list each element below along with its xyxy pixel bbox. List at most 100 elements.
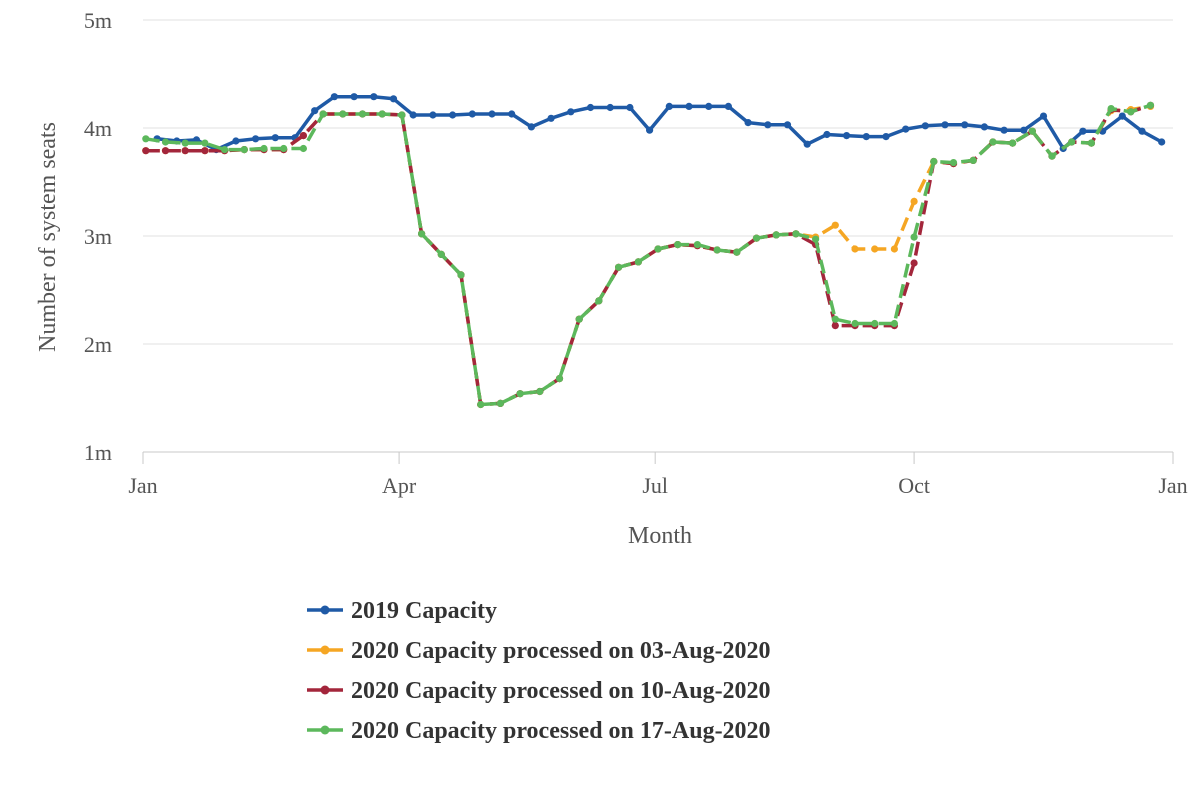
data-point: [350, 93, 358, 101]
data-point: [586, 103, 595, 112]
legend-swatch-marker: [320, 605, 330, 615]
legend-item[interactable]: 2020 Capacity processed on 03-Aug-2020: [307, 638, 771, 664]
data-point: [330, 93, 338, 101]
data-point: [567, 108, 575, 116]
data-point: [555, 375, 564, 383]
data-point: [409, 111, 417, 119]
data-point: [1048, 152, 1056, 160]
data-point: [1146, 101, 1155, 109]
data-point: [1039, 112, 1048, 120]
data-point: [665, 102, 673, 110]
data-point: [823, 130, 831, 139]
data-point: [1009, 139, 1017, 147]
y-tick-label: 4m: [84, 116, 112, 141]
data-point: [468, 110, 476, 118]
data-point: [370, 93, 378, 101]
data-point: [319, 110, 327, 118]
data-point: [851, 319, 859, 328]
legend-swatch-marker: [320, 725, 330, 735]
data-point: [418, 230, 426, 238]
legend-label: 2020 Capacity processed on 10-Aug-2020: [351, 678, 771, 704]
x-tick-label: Jan: [1158, 473, 1187, 498]
y-tick-label: 5m: [84, 8, 112, 33]
data-point: [803, 140, 811, 148]
y-tick-label: 1m: [84, 440, 112, 465]
data-point: [764, 121, 772, 129]
data-point: [674, 241, 682, 249]
y-axis-ticks: 1m 2m 3m 4m 5m: [84, 8, 112, 465]
data-point: [910, 233, 918, 241]
data-point: [429, 111, 437, 119]
data-point: [851, 245, 859, 253]
data-point: [1079, 127, 1087, 135]
data-point: [961, 121, 969, 129]
data-point: [181, 147, 189, 155]
data-point: [488, 110, 496, 118]
data-point: [240, 146, 248, 154]
data-point: [910, 197, 918, 205]
data-point: [980, 123, 989, 131]
data-point: [449, 111, 457, 119]
data-point: [615, 263, 623, 271]
data-point: [378, 110, 386, 118]
x-axis-ticks: Jan Apr Jul Oct Jan: [128, 452, 1188, 498]
data-point: [882, 133, 890, 141]
data-point: [792, 230, 800, 238]
data-point: [871, 319, 879, 328]
data-point: [260, 144, 268, 153]
legend-label: 2019 Capacity: [351, 598, 497, 624]
data-point: [389, 95, 398, 103]
data-point: [862, 133, 870, 141]
legend-swatch-marker: [320, 685, 330, 695]
data-point: [311, 107, 319, 115]
data-point: [843, 132, 851, 140]
data-point: [871, 245, 879, 253]
data-point: [232, 137, 240, 145]
data-point: [626, 103, 634, 112]
data-point: [299, 144, 307, 153]
data-point: [437, 250, 445, 258]
x-tick-label: Oct: [898, 473, 930, 498]
data-point: [989, 138, 997, 146]
y-tick-label: 2m: [84, 332, 112, 357]
series-line: [156, 94, 1163, 152]
legend-item[interactable]: 2020 Capacity processed on 17-Aug-2020: [307, 718, 771, 744]
data-point: [733, 248, 741, 256]
data-point: [299, 132, 307, 140]
data-point: [705, 102, 713, 110]
x-tick-label: Jan: [128, 473, 157, 498]
data-point: [1127, 108, 1135, 116]
data-point: [941, 121, 949, 129]
data-point: [142, 147, 150, 155]
data-point: [516, 390, 524, 398]
data-point: [221, 146, 229, 154]
data-point: [831, 221, 839, 229]
data-point: [921, 122, 929, 130]
data-point: [181, 139, 189, 147]
data-point: [358, 110, 367, 118]
legend-item[interactable]: 2019 Capacity: [307, 598, 497, 624]
data-point: [783, 121, 792, 129]
data-point: [142, 135, 150, 143]
data-point: [724, 102, 733, 110]
data-point: [1068, 138, 1076, 146]
data-point: [1020, 126, 1028, 134]
data-point: [949, 159, 958, 167]
data-point: [772, 231, 780, 239]
data-point: [1028, 127, 1036, 135]
data-point: [969, 156, 977, 164]
data-point: [496, 399, 504, 407]
legend-item[interactable]: 2020 Capacity processed on 10-Aug-2020: [307, 678, 771, 704]
data-point: [744, 119, 752, 127]
data-point: [161, 138, 170, 146]
data-point: [752, 234, 761, 242]
data-point: [1087, 139, 1095, 147]
series-line: [145, 103, 1152, 407]
legend-label: 2020 Capacity processed on 17-Aug-2020: [351, 718, 771, 744]
data-point: [713, 246, 721, 254]
data-point: [654, 245, 662, 253]
data-point: [527, 123, 536, 131]
data-point: [595, 297, 603, 305]
data-point: [902, 125, 910, 133]
